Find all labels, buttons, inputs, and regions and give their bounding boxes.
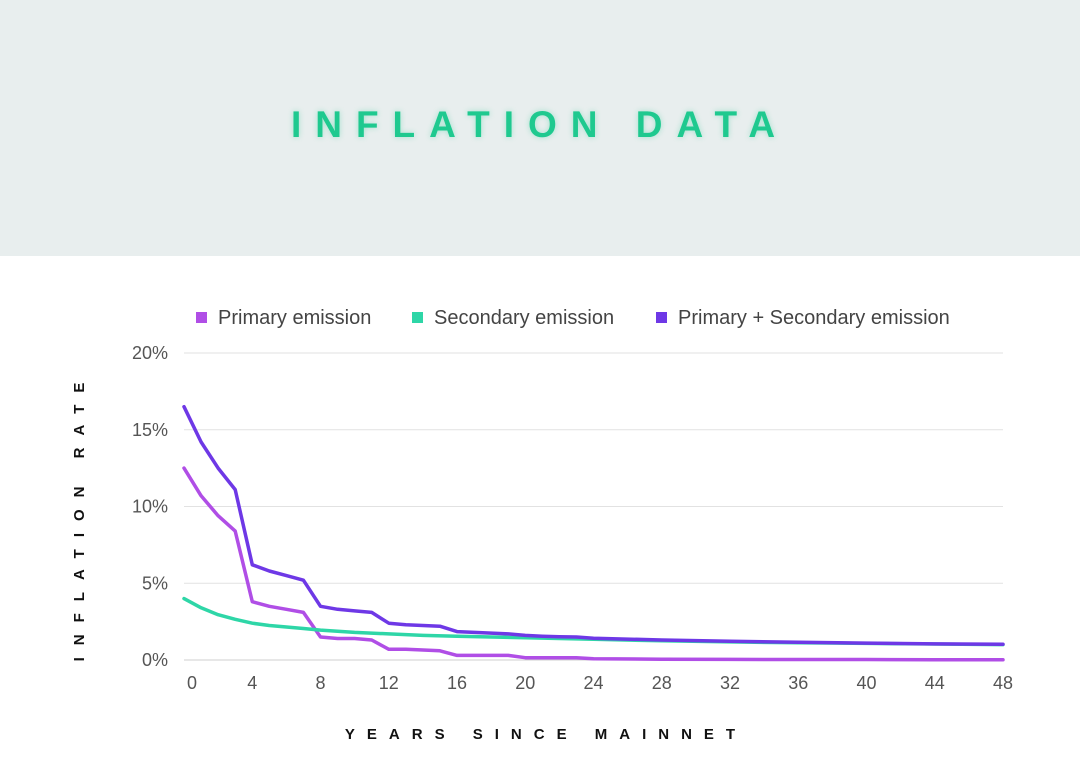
y-axis-title: INFLATION RATE: [71, 371, 88, 662]
y-axis-ticks: 0% 5% 10% 15% 20%: [132, 343, 168, 670]
x-tick-label: 12: [379, 673, 399, 693]
chart-legend: Primary emission Secondary emission Primar…: [196, 307, 950, 329]
legend-item-primary-secondary-emission: Primary + Secondary emission: [656, 307, 950, 329]
x-tick-label: 40: [856, 673, 876, 693]
x-tick-label: 32: [720, 673, 740, 693]
x-axis-ticks: 0 4 8 12 16 20 24 28 32 36 40 44 48: [187, 673, 1013, 693]
legend-swatch: [196, 312, 207, 323]
y-tick-label: 10%: [132, 497, 168, 517]
x-tick-label: 0: [187, 673, 197, 693]
inflation-line-chart: Primary emission Secondary emission Primar…: [71, 307, 1013, 743]
legend-swatch: [412, 312, 423, 323]
y-tick-label: 5%: [142, 573, 168, 593]
legend-item-secondary-emission: Secondary emission: [412, 307, 614, 329]
legend-label: Primary + Secondary emission: [678, 307, 950, 329]
x-tick-label: 48: [993, 673, 1013, 693]
y-tick-label: 20%: [132, 343, 168, 363]
x-tick-label: 8: [315, 673, 325, 693]
legend-label: Primary emission: [218, 307, 371, 329]
x-tick-label: 20: [515, 673, 535, 693]
x-tick-label: 4: [247, 673, 257, 693]
series-line-primary-secondary-emission: [182, 404, 1005, 647]
x-tick-label: 28: [652, 673, 672, 693]
y-tick-label: 15%: [132, 420, 168, 440]
legend-label: Secondary emission: [434, 307, 614, 329]
x-tick-label: 24: [583, 673, 603, 693]
header-banner: INFLATION DATA: [0, 0, 1080, 256]
x-tick-label: 16: [447, 673, 467, 693]
chart-series-lines: [182, 404, 1005, 662]
legend-item-primary-emission: Primary emission: [196, 307, 371, 329]
page-title: INFLATION DATA: [290, 104, 790, 145]
legend-swatch: [656, 312, 667, 323]
chart-grid: [184, 352, 1003, 661]
x-axis-title: YEARS SINCE MAINNET: [345, 726, 747, 743]
x-tick-label: 44: [925, 673, 945, 693]
y-tick-label: 0%: [142, 650, 168, 670]
x-tick-label: 36: [788, 673, 808, 693]
series-line-primary-emission: [182, 466, 1005, 662]
